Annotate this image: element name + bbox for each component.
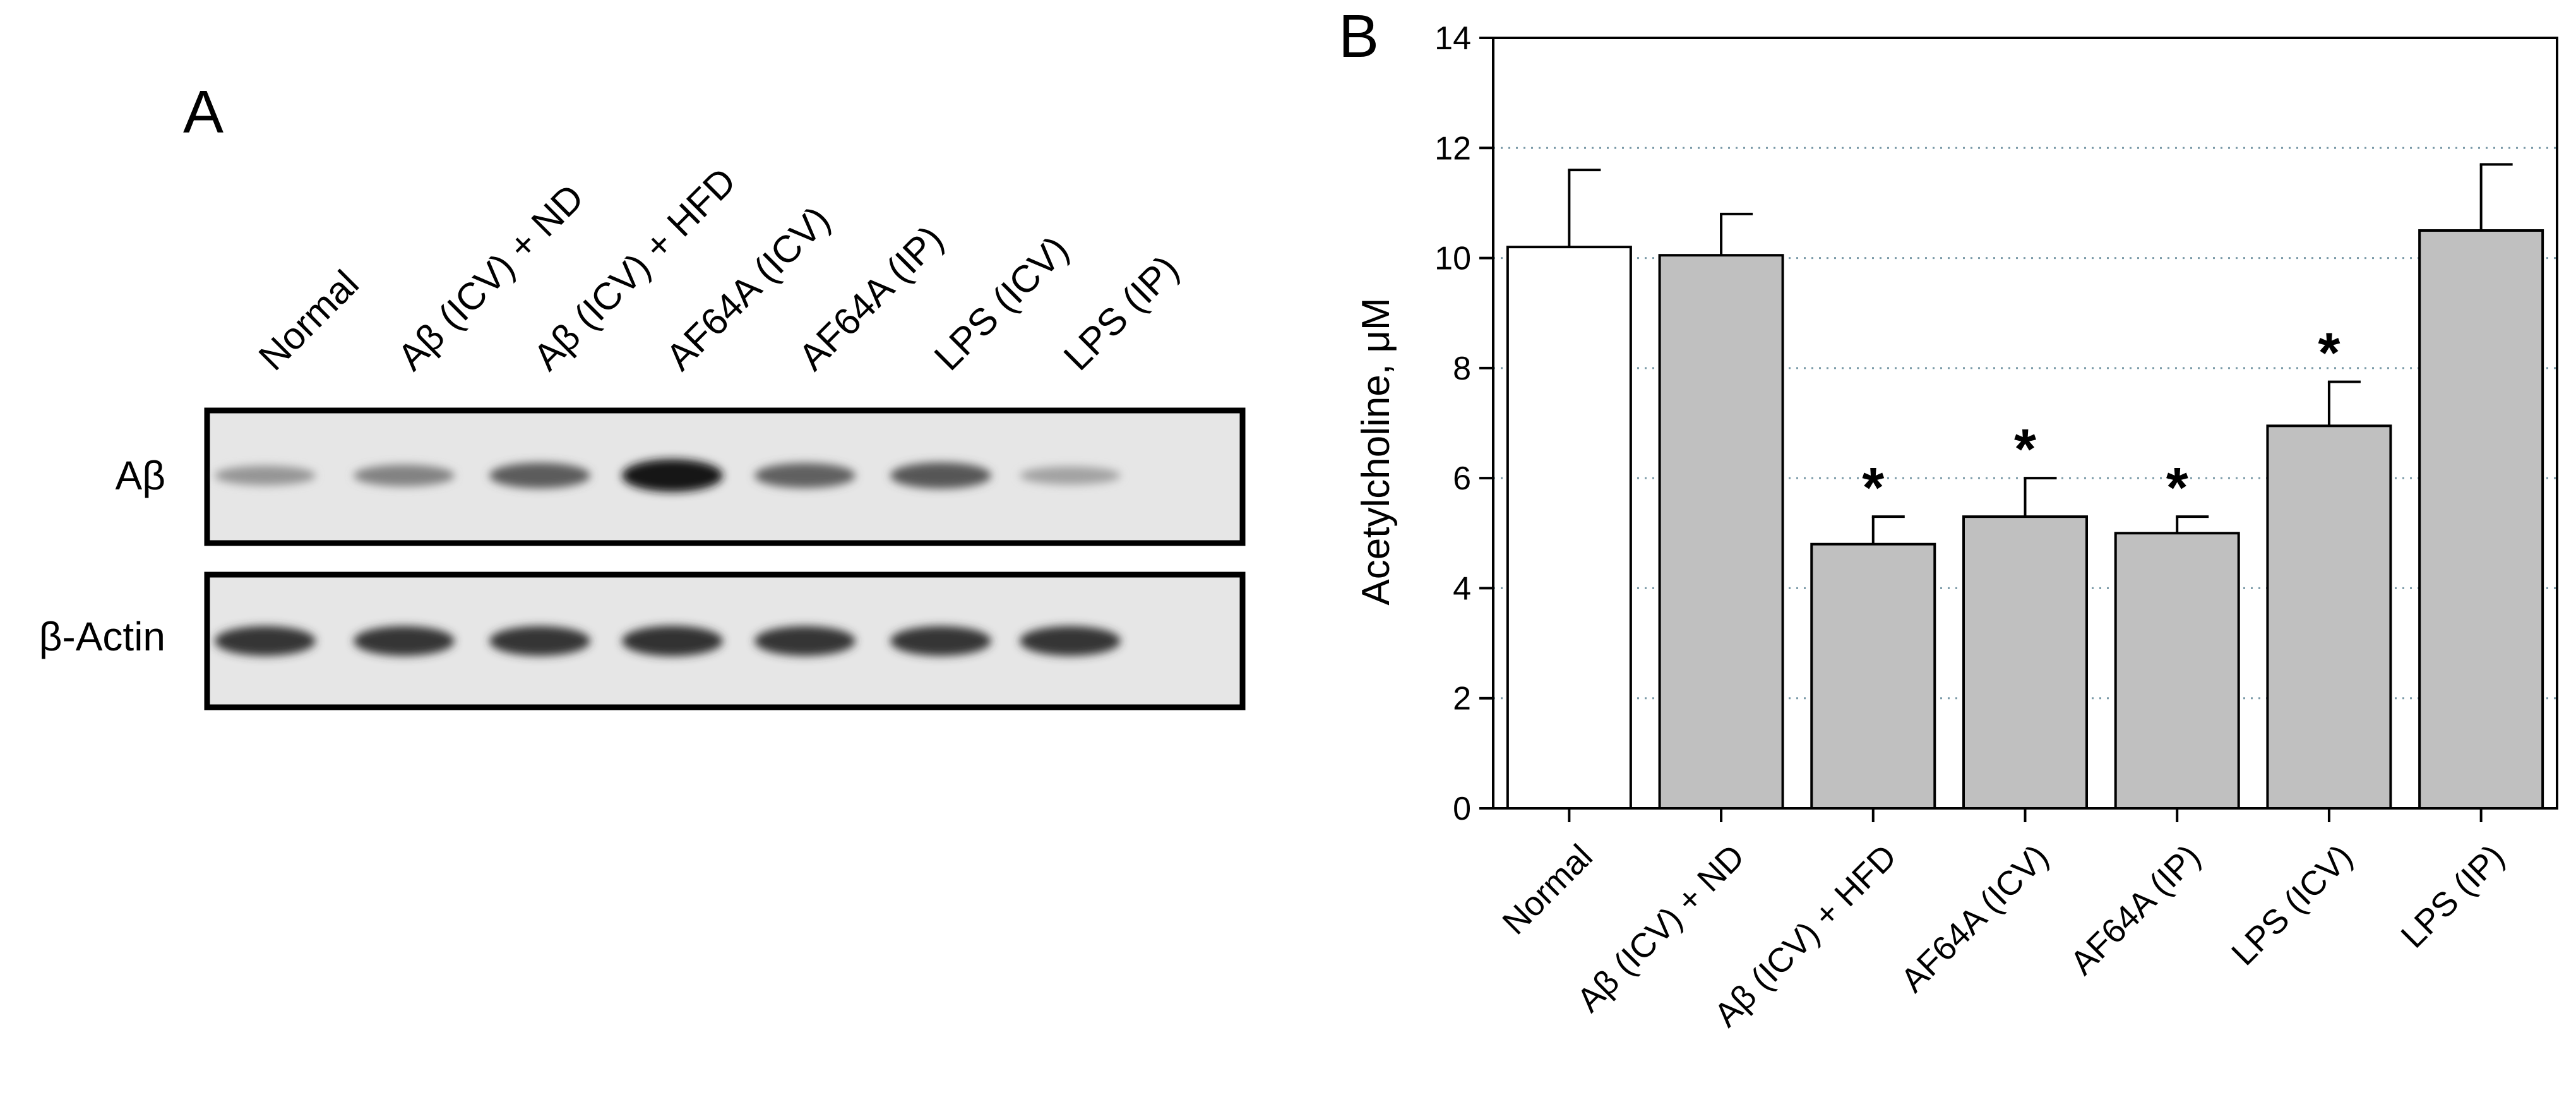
- bar: [1658, 254, 1784, 810]
- significance-star: *: [2318, 322, 2340, 385]
- blot-row-label: Aβ: [116, 453, 166, 498]
- x-tick-label: AF64A (IP): [2063, 837, 2208, 982]
- blot-band: [489, 626, 590, 656]
- y-tick-label: 6: [1453, 460, 1471, 497]
- bar: [2418, 229, 2544, 810]
- blot-band: [489, 462, 590, 489]
- x-tick-label: LPS (IP): [2394, 837, 2512, 955]
- blot-band: [890, 626, 991, 656]
- significance-markers: * * * *: [1862, 322, 2340, 520]
- x-tick-label: AF64A (ICV): [1893, 837, 2056, 1000]
- error-bars: [1568, 163, 2513, 544]
- blot-row-label: β-Actin: [39, 614, 165, 659]
- blot-band: [890, 462, 991, 489]
- lane-label: Normal: [251, 262, 367, 378]
- blot-panel: [204, 571, 1246, 710]
- significance-star: *: [1862, 457, 1884, 520]
- y-tick-label: 10: [1434, 241, 1471, 277]
- y-tick-label: 0: [1453, 791, 1471, 827]
- blot-band: [622, 625, 723, 657]
- bar: [2266, 424, 2392, 810]
- significance-star: *: [2014, 418, 2036, 481]
- y-tick-label: 4: [1453, 570, 1471, 607]
- bars: [1506, 229, 2544, 810]
- blot-band: [215, 465, 316, 486]
- y-axis-ticks: 0 2 4 6 8 10 12 14: [1434, 20, 1493, 827]
- x-tick-label: LPS (ICV): [2224, 837, 2359, 972]
- blot-band: [354, 626, 455, 656]
- y-tick-label: 12: [1434, 130, 1471, 167]
- blot-band: [622, 459, 723, 492]
- y-axis-label: Acetylcholine, μM: [1354, 297, 1398, 605]
- lane-label: LPS (ICV): [926, 228, 1076, 378]
- y-tick-label: 8: [1453, 350, 1471, 387]
- blot-band: [354, 464, 455, 487]
- bar: [1962, 515, 2088, 810]
- lane-label: LPS (IP): [1056, 247, 1187, 378]
- blot-band: [754, 626, 856, 656]
- western-blots: [204, 407, 1246, 710]
- panel-b-letter: B: [1339, 3, 1379, 70]
- bar: [1810, 542, 1936, 810]
- panel-a-letter: A: [183, 78, 224, 146]
- blot-panel: [204, 407, 1246, 546]
- bar: [1506, 246, 1632, 810]
- blot-row-labels: Aβ β-Actin: [39, 453, 165, 659]
- significance-star: *: [2166, 457, 2188, 520]
- blot-band: [1020, 626, 1121, 656]
- y-tick-label: 14: [1434, 20, 1471, 57]
- bar: [2114, 532, 2240, 810]
- blot-band: [215, 626, 316, 656]
- blot-band: [1020, 466, 1121, 485]
- x-tick-label: Normal: [1495, 837, 1599, 942]
- y-tick-label: 2: [1453, 681, 1471, 717]
- blot-band: [754, 463, 856, 488]
